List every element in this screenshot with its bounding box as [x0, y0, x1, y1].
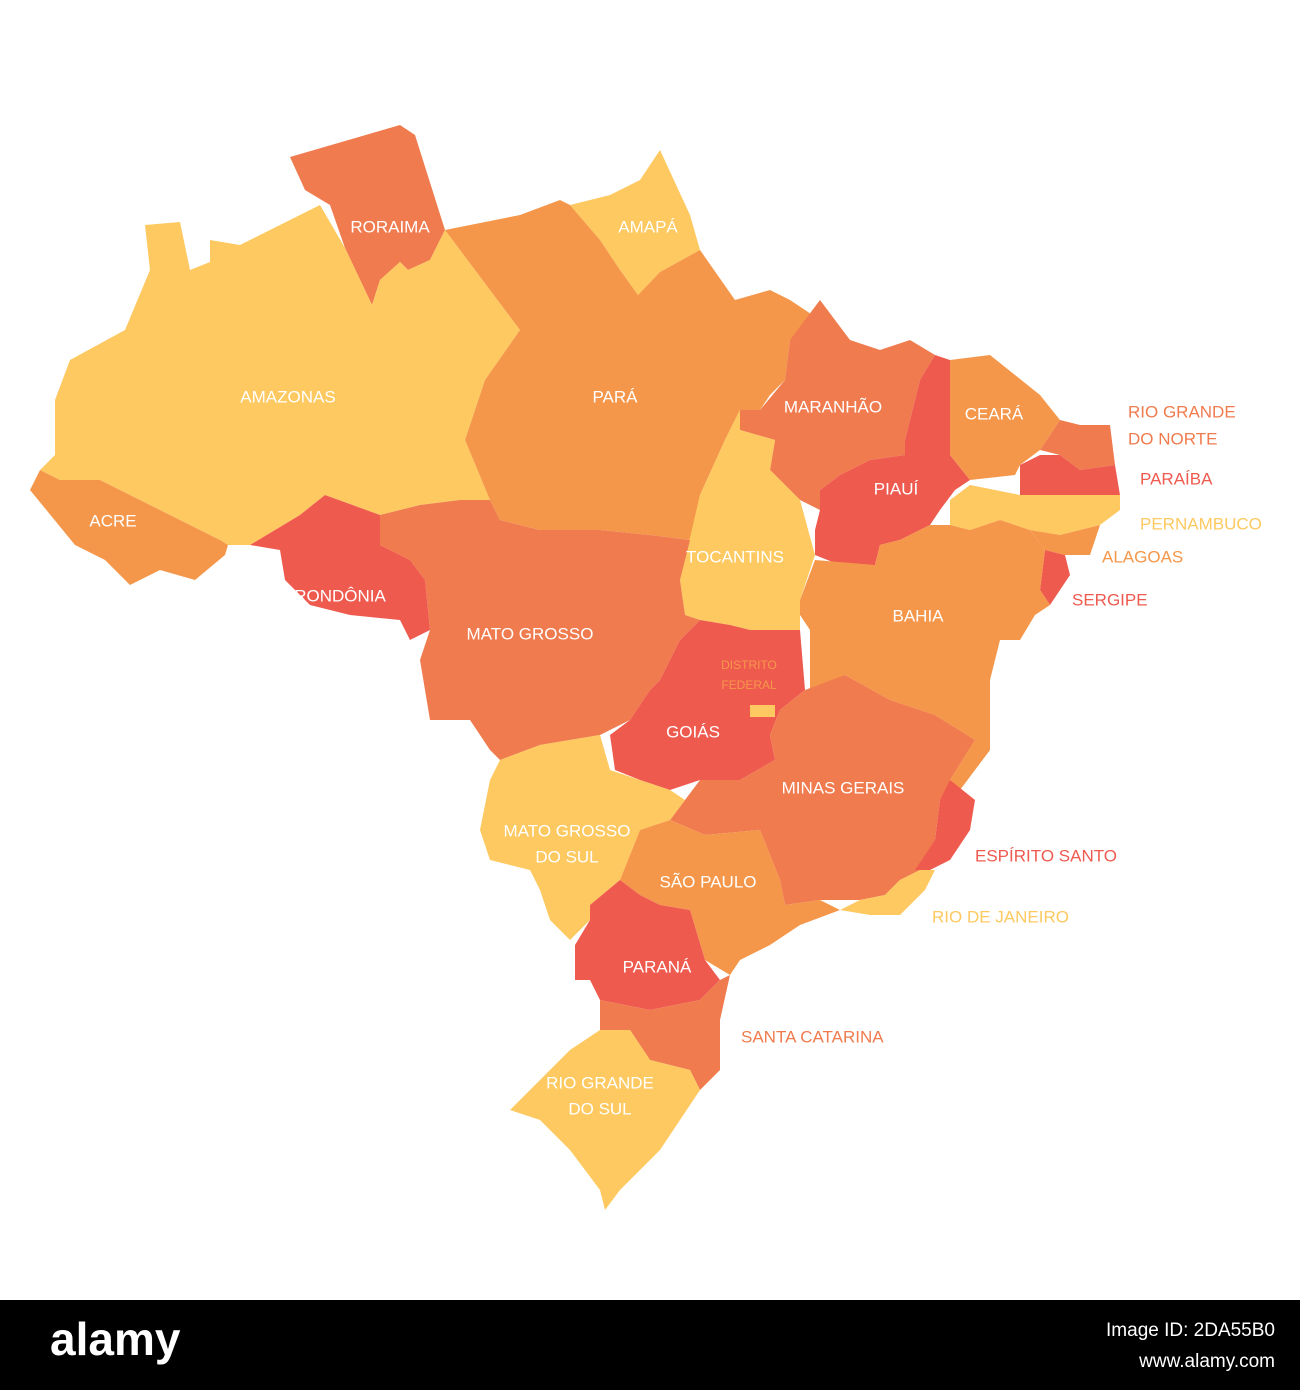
state-labels: RORAIMA AMAPÁ AMAZONAS PARÁ MARANHÃO CEA…	[89, 217, 1261, 1118]
state-label: SÃO PAULO	[660, 872, 757, 891]
state-label: ALAGOAS	[1102, 547, 1183, 566]
acre	[30, 470, 228, 585]
sao-paulo	[620, 820, 840, 975]
ceara	[950, 355, 1060, 480]
state-label: SANTA CATARINA	[741, 1027, 884, 1046]
state-label: PARAÍBA	[1140, 469, 1213, 488]
footer: alamy Image ID: 2DA55B0 www.alamy.com	[0, 1300, 1300, 1390]
state-label: MINAS GERAIS	[782, 778, 905, 797]
amapa	[570, 150, 700, 295]
parana	[575, 880, 720, 1010]
state-label: DO NORTE	[1128, 429, 1217, 448]
state-label: RONDÔNIA	[294, 586, 386, 605]
states	[30, 125, 1120, 1210]
rio-de-janeiro	[840, 870, 935, 915]
state-label: AMAPÁ	[618, 217, 678, 236]
distrito-federal	[750, 705, 775, 717]
state-label: MATO GROSSO	[467, 624, 594, 643]
minas-gerais	[670, 675, 975, 905]
state-label: PARÁ	[592, 387, 638, 406]
state-label: CEARÁ	[965, 404, 1024, 423]
maranhao	[740, 300, 935, 510]
amazonas	[40, 205, 520, 545]
rondonia	[250, 495, 430, 640]
state-label: TOCANTINS	[686, 547, 784, 566]
state-label: DO SUL	[568, 1099, 631, 1118]
state-label: GOIÁS	[666, 722, 720, 741]
espirito-santo	[915, 780, 975, 870]
image-id: Image ID: 2DA55B0	[1106, 1320, 1275, 1341]
state-label: SERGIPE	[1072, 590, 1148, 609]
roraima	[290, 125, 445, 305]
footer-bar	[0, 1300, 1300, 1390]
state-label: MARANHÃO	[784, 397, 882, 416]
sergipe	[1040, 550, 1070, 605]
state-label: PERNAMBUCO	[1140, 514, 1262, 533]
site-url: www.alamy.com	[1138, 1351, 1275, 1372]
state-label: FEDERAL	[721, 678, 777, 692]
brand-logo: alamy	[50, 1313, 181, 1365]
state-label: ESPÍRITO SANTO	[975, 846, 1117, 865]
state-label: RORAIMA	[350, 217, 430, 236]
para	[445, 200, 820, 540]
state-label: ACRE	[89, 511, 136, 530]
state-label: MATO GROSSO	[504, 821, 631, 840]
rio-grande-do-norte	[1040, 420, 1115, 470]
piaui	[815, 355, 970, 565]
state-label: PARANÁ	[623, 957, 692, 976]
state-label: AMAZONAS	[240, 387, 335, 406]
paraiba	[1020, 455, 1120, 495]
state-label: PIAUÍ	[874, 479, 919, 498]
state-label: RIO DE JANEIRO	[932, 907, 1069, 926]
rio-grande-do-sul	[510, 1030, 700, 1210]
state-label: RIO GRANDE	[546, 1073, 654, 1092]
state-label: RIO GRANDE	[1128, 402, 1236, 421]
state-label: DO SUL	[535, 847, 598, 866]
mato-grosso	[380, 500, 700, 760]
bahia	[800, 520, 1050, 790]
tocantins	[680, 410, 815, 630]
goias	[610, 620, 805, 790]
santa-catarina	[600, 975, 730, 1090]
state-label: DISTRITO	[721, 658, 777, 672]
alagoas	[1030, 525, 1100, 555]
mato-grosso-do-sul	[480, 735, 685, 940]
state-label: BAHIA	[892, 606, 944, 625]
